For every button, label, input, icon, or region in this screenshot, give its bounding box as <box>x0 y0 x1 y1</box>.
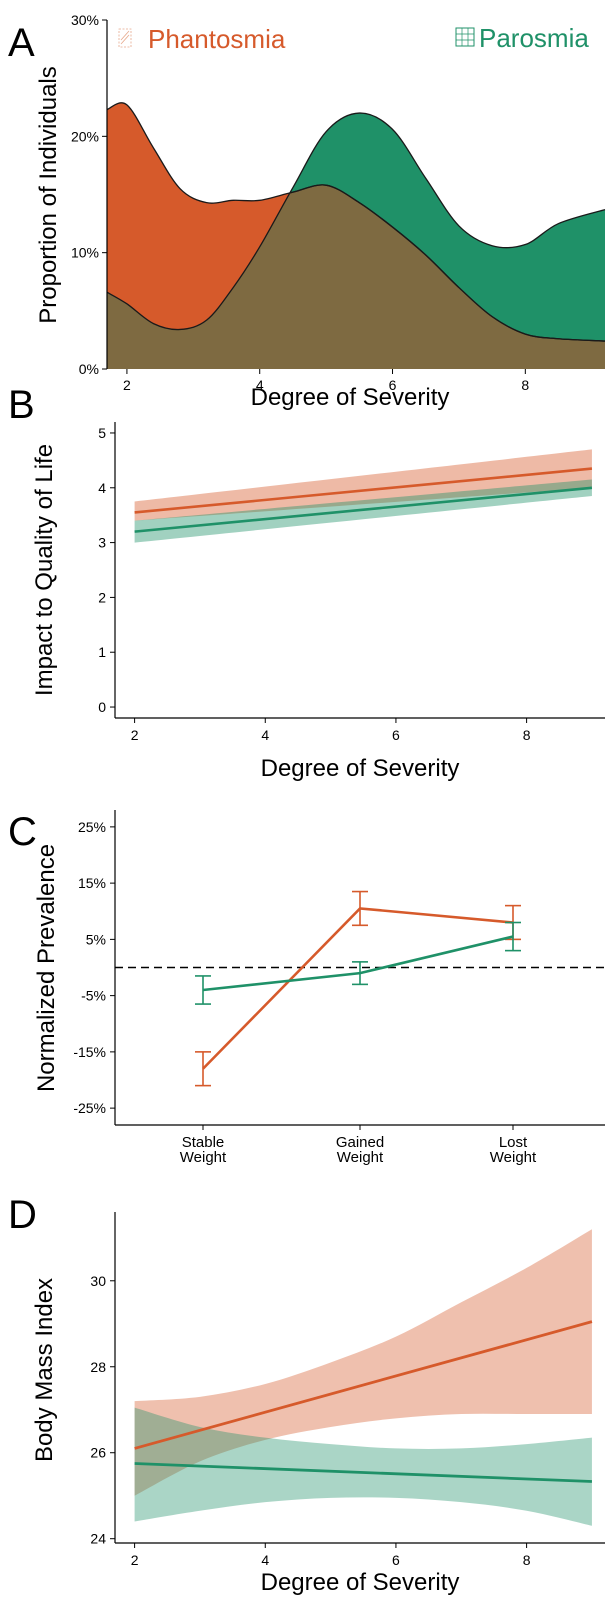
b-y-tick-label: 3 <box>98 535 106 551</box>
parosmia-error-bar <box>352 961 368 986</box>
a-x-axis-title: Degree of Severity <box>251 384 450 411</box>
d-x-tick-label: 8 <box>523 1552 531 1568</box>
b-y-tick-label: 5 <box>98 425 106 441</box>
parosmia-legend-icon <box>455 27 475 47</box>
b-y-tick-label: 4 <box>98 480 106 496</box>
c-y-axis-title: Normalized Prevalence <box>33 844 60 1092</box>
parosmia-density-outline <box>106 112 606 331</box>
phantosmia-confidence-band <box>134 1229 592 1496</box>
d-y-axis-title: Body Mass Index <box>31 1278 58 1462</box>
phantosmia-trend-line <box>134 1320 593 1450</box>
legend-parosmia: Parosmia <box>455 23 589 53</box>
panel-letter-a: A <box>8 21 35 65</box>
legend-phantosmia-label: Phantosmia <box>148 24 286 54</box>
c-category-label-line: Weight <box>180 1149 227 1166</box>
parosmia-confidence-band <box>134 1407 592 1526</box>
b-y-tick-label: 0 <box>98 699 106 715</box>
d-y-tick-label: 30 <box>90 1273 106 1289</box>
phantosmia-error-bar <box>352 890 368 927</box>
panel-letter-c: C <box>8 810 37 854</box>
c-category-label: Stable Weight <box>180 1134 227 1166</box>
a-y-tick-label: 10% <box>71 245 99 261</box>
phantosmia-legend-icon <box>118 28 132 48</box>
b-x-axis-title: Degree of Severity <box>261 755 460 782</box>
c-category-label: Lost Weight <box>490 1134 537 1166</box>
b-x-tick-label: 4 <box>261 727 269 743</box>
d-x-axis-title: Degree of Severity <box>261 1569 460 1596</box>
panel-letter-d: D <box>8 1193 37 1237</box>
c-y-tick-label: 15% <box>78 875 106 891</box>
c-y-tick-label: -25% <box>73 1100 106 1116</box>
c-category-label-line: Gained <box>336 1134 384 1151</box>
c-y-tick-label: -5% <box>81 988 106 1004</box>
c-category-label: Gained Weight <box>336 1134 384 1166</box>
d-x-tick-label: 2 <box>131 1552 139 1568</box>
b-y-tick-label: 2 <box>98 589 106 605</box>
c-category-label-line: Stable <box>182 1134 225 1151</box>
c-category-label-line: Lost <box>499 1134 528 1151</box>
a-x-tick-label: 4 <box>256 377 264 393</box>
c-category-label-line: Weight <box>337 1149 384 1166</box>
panel-letter-b: B <box>8 383 35 427</box>
c-y-tick-label: 5% <box>86 931 106 947</box>
parosmia-error-bar <box>505 921 521 952</box>
b-y-tick-label: 1 <box>98 644 106 660</box>
b-y-axis-title: Impact to Quality of Life <box>31 444 58 696</box>
c-category-label-line: Weight <box>490 1149 537 1166</box>
parosmia-confidence-band <box>134 479 592 543</box>
legend-parosmia-label: Parosmia <box>479 23 589 53</box>
b-x-tick-label: 8 <box>523 727 531 743</box>
c-y-tick-label: 25% <box>78 819 106 835</box>
density-overlap-area <box>107 113 605 369</box>
d-x-tick-label: 4 <box>261 1552 269 1568</box>
legend-phantosmia: Phantosmia <box>118 24 286 54</box>
phantosmia-error-bar <box>195 1051 211 1087</box>
c-y-tick-label: -15% <box>73 1044 106 1060</box>
phantosmia-line <box>202 907 514 1070</box>
panel-b: B 0 1 2 3 4 5 2 4 6 8 Degree of Severity Impact t… <box>8 383 605 782</box>
phantosmia-density-outline <box>106 102 606 342</box>
b-x-tick-label: 2 <box>131 727 139 743</box>
a-x-tick-label: 6 <box>389 377 397 393</box>
d-y-tick-label: 26 <box>90 1445 106 1461</box>
a-y-tick-label: 0% <box>79 361 99 377</box>
panel-a: A 0% 10% 20% 30% 2 4 6 8 Degree of Severity Pro… <box>8 12 606 411</box>
d-y-tick-label: 28 <box>90 1359 106 1375</box>
phantosmia-confidence-band <box>134 449 592 521</box>
parosmia-trend-line <box>134 486 593 533</box>
a-x-tick-label: 2 <box>123 377 131 393</box>
parosmia-trend-line <box>134 1462 592 1483</box>
b-x-tick-label: 6 <box>392 727 400 743</box>
parosmia-line <box>202 935 514 992</box>
a-x-tick-label: 8 <box>521 377 529 393</box>
a-y-tick-label: 30% <box>71 12 99 28</box>
d-y-tick-label: 24 <box>90 1531 106 1547</box>
a-y-tick-label: 20% <box>71 128 99 144</box>
a-y-axis-title: Proportion of Individuals <box>35 66 62 323</box>
phantosmia-trend-line <box>134 467 593 514</box>
parosmia-error-bar <box>195 975 211 1005</box>
d-x-tick-label: 6 <box>392 1552 400 1568</box>
